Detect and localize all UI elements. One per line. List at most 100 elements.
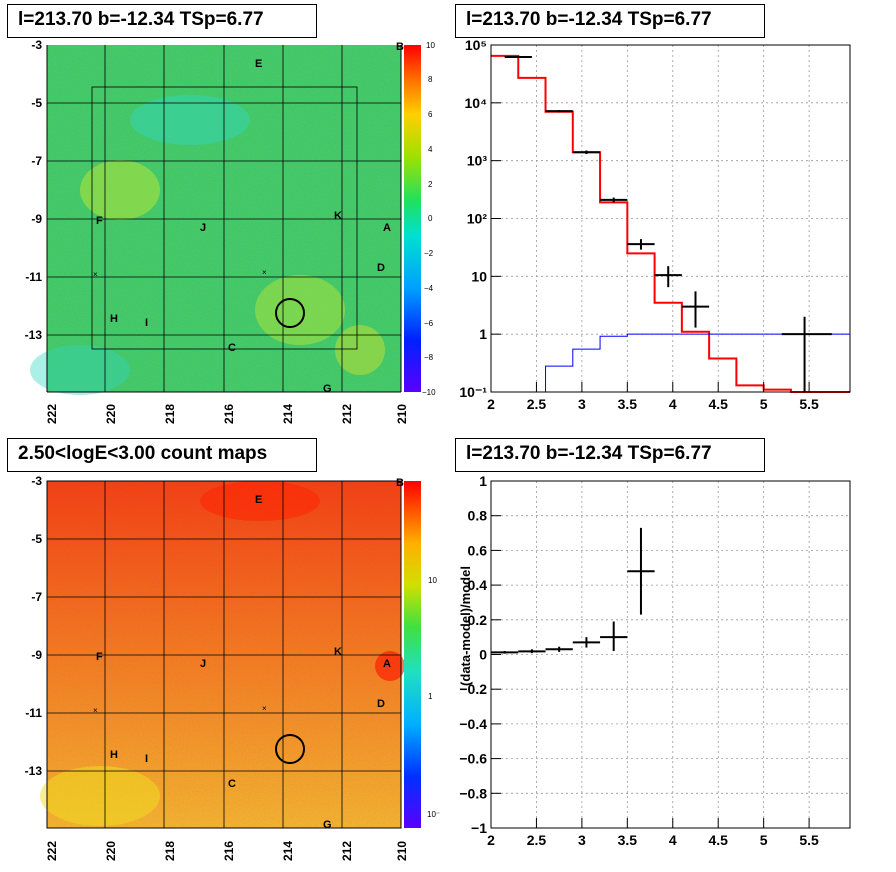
data-point: [627, 527, 655, 615]
svg-text:−10: −10: [422, 388, 436, 397]
source-label-b: B: [396, 41, 404, 53]
source-label-j: J: [200, 658, 206, 670]
panel-title-bottom-left: 2.50<logE<3.00 count maps: [7, 438, 317, 472]
svg-text:-5: -5: [31, 532, 42, 546]
axis-ticks: 2 2.5 3 3.5 4 4.5 5 5.5 1 0.8 0.6 0.4 0.2 0 −0.2 −0.4 −0…: [459, 476, 819, 848]
svg-text:-9: -9: [31, 648, 42, 662]
data-point: [572, 637, 601, 648]
source-label-h: H: [110, 749, 118, 761]
svg-text:−4: −4: [424, 284, 434, 293]
x-tick-label: 5.5: [799, 832, 819, 848]
source-label-g: G: [323, 383, 332, 395]
panel-title-top-right: l=213.70 b=-12.34 TSp=6.77: [455, 4, 765, 38]
x-tick-label: 2: [487, 396, 495, 412]
svg-text:10: 10: [428, 576, 437, 585]
significance-map: × × B E F J K A D H I C G -3 -5 -7 -9 -1…: [25, 40, 436, 424]
y-tick-label: 10: [471, 268, 487, 284]
svg-text:210: 210: [395, 841, 409, 861]
y-tick-label: 1: [479, 476, 487, 489]
svg-text:222: 222: [45, 841, 59, 861]
svg-text:6: 6: [428, 110, 433, 119]
y-tick-label: −0.2: [459, 681, 487, 697]
source-label-k: K: [334, 210, 342, 222]
panel-title-bottom-right: l=213.70 b=-12.34 TSp=6.77: [455, 438, 765, 472]
x-tick-label: 5: [760, 396, 768, 412]
x-tick-label: 3: [578, 832, 586, 848]
svg-text:210: 210: [395, 404, 409, 424]
source-marker-circle: [275, 734, 305, 764]
colorbar-ticks: 10 8 6 4 2 0 −2 −4 −6 −8 −10: [422, 41, 436, 397]
x-tick-label: 5: [760, 832, 768, 848]
coordinate-grid: [47, 45, 401, 392]
source-marker-circle: [275, 298, 305, 328]
x-axis-ticks: 222 220 218 216 214 212 210: [45, 404, 409, 424]
x-tick-label: 3.5: [618, 396, 638, 412]
source-label-f: F: [96, 651, 103, 663]
residual-chart: 2 2.5 3 3.5 4 4.5 5 5.5 1 0.8 0.6 0.4 0.2 0 −0.2 −0.4 −0…: [458, 476, 851, 848]
source-label-c: C: [228, 342, 236, 354]
y-tick-label: 0.8: [468, 508, 488, 524]
svg-text:216: 216: [222, 841, 236, 861]
y-tick-label: 10³: [467, 153, 488, 169]
data-point: [545, 110, 573, 113]
y-axis-label: (data-model)/model: [458, 566, 473, 686]
data-point: [545, 646, 573, 652]
svg-text:×: ×: [262, 268, 267, 277]
y-tick-label: 10⁻¹: [459, 384, 487, 400]
svg-text:8: 8: [428, 75, 433, 84]
svg-text:×: ×: [262, 704, 267, 713]
svg-text:-7: -7: [31, 590, 42, 604]
svg-text:218: 218: [163, 404, 177, 424]
y-tick-label: 10⁴: [465, 95, 488, 111]
svg-text:-3: -3: [31, 40, 42, 52]
source-label-h: H: [110, 313, 118, 325]
svg-text:-13: -13: [25, 328, 43, 342]
source-label-a: A: [383, 222, 391, 234]
svg-text:0: 0: [428, 214, 433, 223]
x-tick-label: 2.5: [527, 396, 547, 412]
spectrum-chart: 2 2.5 3 3.5 4 4.5 5 5.5 10⁻¹ 1 10 10² 10³ 10⁴ 10⁵: [459, 40, 851, 412]
series-layer: [491, 54, 850, 393]
source-label-g: G: [323, 819, 332, 831]
series-layer: [491, 527, 655, 654]
x-tick-label: 3.5: [618, 832, 638, 848]
svg-text:220: 220: [104, 841, 118, 861]
svg-text:220: 220: [104, 404, 118, 424]
y-tick-label: 1: [479, 326, 487, 342]
svg-text:×: ×: [93, 270, 98, 279]
svg-text:214: 214: [281, 841, 295, 861]
grid: [490, 480, 850, 829]
svg-text:10⁻¹: 10⁻¹: [427, 810, 440, 819]
source-label-i: I: [145, 753, 148, 765]
source-label-d: D: [377, 698, 385, 710]
y-tick-label: −0.6: [459, 751, 487, 767]
svg-text:-13: -13: [25, 764, 43, 778]
y-tick-label: 0.4: [468, 577, 488, 593]
data-point: [681, 291, 710, 328]
y-tick-label: 0.2: [468, 612, 488, 628]
source-label-c: C: [228, 778, 236, 790]
svg-text:10: 10: [426, 41, 435, 50]
axis-ticks: 2 2.5 3 3.5 4 4.5 5 5.5 10⁻¹ 1 10 10² 10³ 10⁴ 10⁵: [459, 40, 819, 412]
data-point: [518, 649, 546, 654]
data-point: [600, 197, 628, 203]
colorbar: [404, 481, 421, 828]
source-label-b: B: [396, 477, 404, 489]
svg-text:212: 212: [340, 404, 354, 424]
data-point: [600, 621, 628, 652]
x-tick-label: 4: [669, 396, 677, 412]
source-label-d: D: [377, 262, 385, 274]
y-tick-label: −0.4: [459, 716, 487, 732]
svg-text:4: 4: [428, 145, 433, 154]
source-label-k: K: [334, 646, 342, 658]
svg-text:-3: -3: [31, 476, 42, 488]
y-tick-label: −1: [471, 820, 487, 836]
data-point: [781, 316, 832, 392]
source-label-a: A: [383, 658, 391, 670]
data-point: [491, 651, 519, 654]
model-source-line: [491, 333, 850, 393]
source-label-f: F: [96, 215, 103, 227]
source-labels: B E F J K A D H I C G: [96, 41, 404, 395]
source-label-e: E: [255, 58, 262, 70]
y-axis-ticks: -3 -5 -7 -9 -11 -13: [25, 40, 43, 342]
